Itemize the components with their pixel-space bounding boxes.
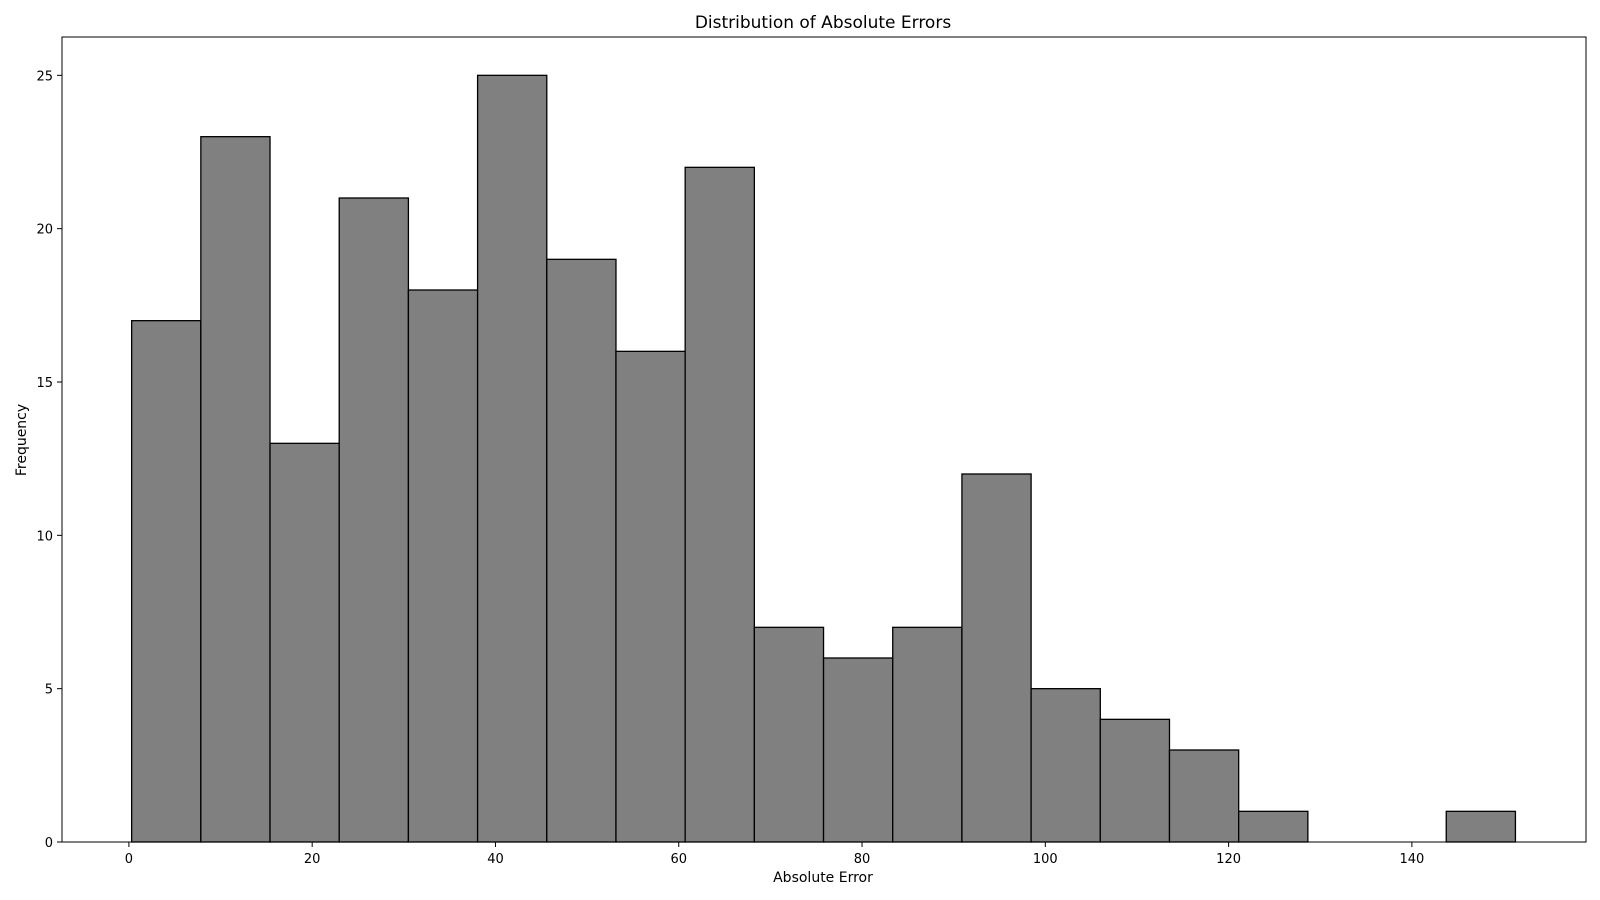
y-axis-label: Frequency [14,404,30,476]
x-tick-label: 20 [304,852,321,867]
histogram-bar [615,350,686,843]
histogram-bar [1445,810,1517,843]
histogram-bar [1238,810,1309,843]
histogram-bar [1168,749,1240,843]
x-tick-label: 80 [854,852,871,867]
histogram-bar [892,626,963,843]
y-tick-label: 20 [36,223,53,238]
x-tick-label: 140 [1399,852,1424,867]
y-tick-label: 5 [45,683,53,698]
bars-group [130,74,1517,843]
histogram-bar [546,258,617,843]
x-tick-label: 0 [125,852,133,867]
plot-frame [61,36,1587,843]
y-tick-label: 0 [45,836,53,851]
x-tick-label: 40 [487,852,504,867]
x-tick-label: 60 [670,852,687,867]
y-tick-label: 15 [36,376,53,391]
x-tick-label: 100 [1033,852,1058,867]
histogram-bar [338,197,410,843]
histogram-bar [961,473,1032,843]
histogram-bar [200,136,271,843]
histogram-bar [269,442,340,843]
x-tick-label: 120 [1216,852,1241,867]
y-axis-ticks: 0 5 10 15 20 25 [36,69,62,851]
x-axis-label: Absolute Error [773,870,873,886]
histogram-bar [407,289,479,843]
histogram-bar [130,320,202,843]
y-tick-label: 10 [36,529,53,544]
histogram-bar [822,657,894,843]
y-tick-label: 25 [36,69,53,84]
chart-title: Distribution of Absolute Errors [695,13,952,33]
histogram-bar [753,626,825,843]
histogram-bar [1099,718,1171,843]
x-axis-ticks: 0 20 40 60 80 100 120 140 [125,842,1424,867]
histogram-bar [476,74,548,843]
histogram-bar [1030,688,1101,843]
histogram-bar [684,166,756,843]
